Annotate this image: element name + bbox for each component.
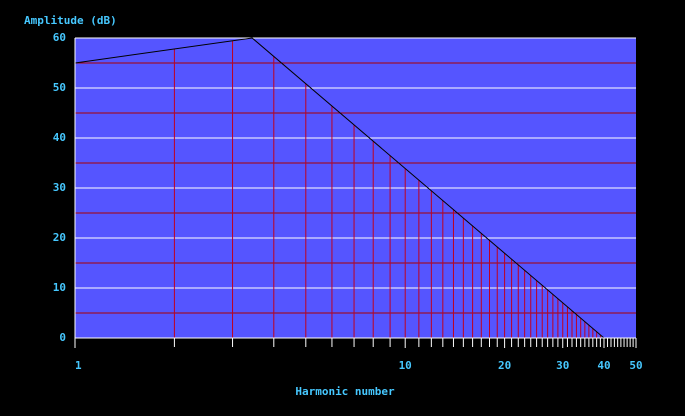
y-tick-label: 10 [53, 281, 66, 294]
x-tick-label: 40 [597, 359, 610, 372]
x-axis-title: Harmonic number [295, 385, 395, 398]
x-tick-label: 1 [75, 359, 82, 372]
x-tick-label: 10 [399, 359, 412, 372]
y-tick-label: 0 [59, 331, 66, 344]
y-axis-title: Amplitude (dB) [24, 14, 117, 27]
y-tick-label: 20 [53, 231, 66, 244]
x-tick-label: 20 [498, 359, 511, 372]
envelope-line [74, 37, 605, 339]
y-tick-label: 50 [53, 81, 66, 94]
y-tick-label: 60 [53, 31, 66, 44]
y-tick-label: 40 [53, 131, 66, 144]
y-tick-label: 30 [53, 181, 66, 194]
x-tick-label: 50 [629, 359, 642, 372]
x-tick-label: 30 [556, 359, 569, 372]
